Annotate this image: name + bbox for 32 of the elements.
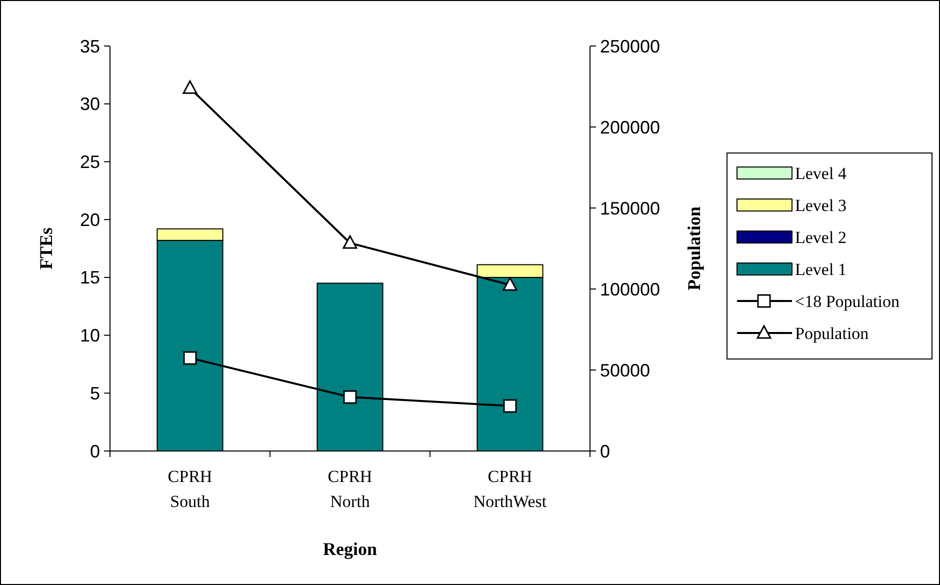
legend-label: Level 2 <box>795 228 846 247</box>
legend-label: Population <box>795 324 870 343</box>
point <box>182 80 198 94</box>
y-axis-title: FTEs <box>36 227 56 270</box>
y2-axis-title: Population <box>684 206 704 291</box>
x-tick-label: CPRH NorthWest <box>473 467 547 511</box>
y-tick-label: 15 <box>80 268 100 288</box>
y-tick-label: 0 <box>90 441 100 462</box>
legend-label: Level 3 <box>795 196 846 215</box>
x-axis-title: Region <box>323 539 377 559</box>
y-tick-label: 35 <box>80 36 100 56</box>
point <box>343 390 357 404</box>
point <box>183 351 197 365</box>
point <box>502 277 518 291</box>
y-tick-label: 30 <box>80 94 100 114</box>
legend-label: Level 4 <box>795 164 847 183</box>
y-tick-label: 25 <box>80 152 100 172</box>
y-tick-label: 10 <box>80 326 100 346</box>
y2-tick-label: 0 <box>600 441 610 462</box>
y-tick-label: 20 <box>80 210 100 230</box>
x-tick-label: CPRH South <box>168 467 212 511</box>
y2-tick-label: 200000 <box>600 117 660 138</box>
point <box>342 235 358 249</box>
x-tick-label: CPRH North <box>328 467 372 511</box>
y2-tick-label: 100000 <box>600 279 660 300</box>
legend-label: <18 Population <box>795 292 900 311</box>
y-tick-label: 5 <box>90 383 100 404</box>
point <box>503 399 517 413</box>
legend-label: Level 1 <box>795 260 846 279</box>
y2-tick-label: 150000 <box>600 198 660 218</box>
y2-tick-label: 250000 <box>600 36 660 56</box>
y2-tick-label: 50000 <box>600 360 650 380</box>
